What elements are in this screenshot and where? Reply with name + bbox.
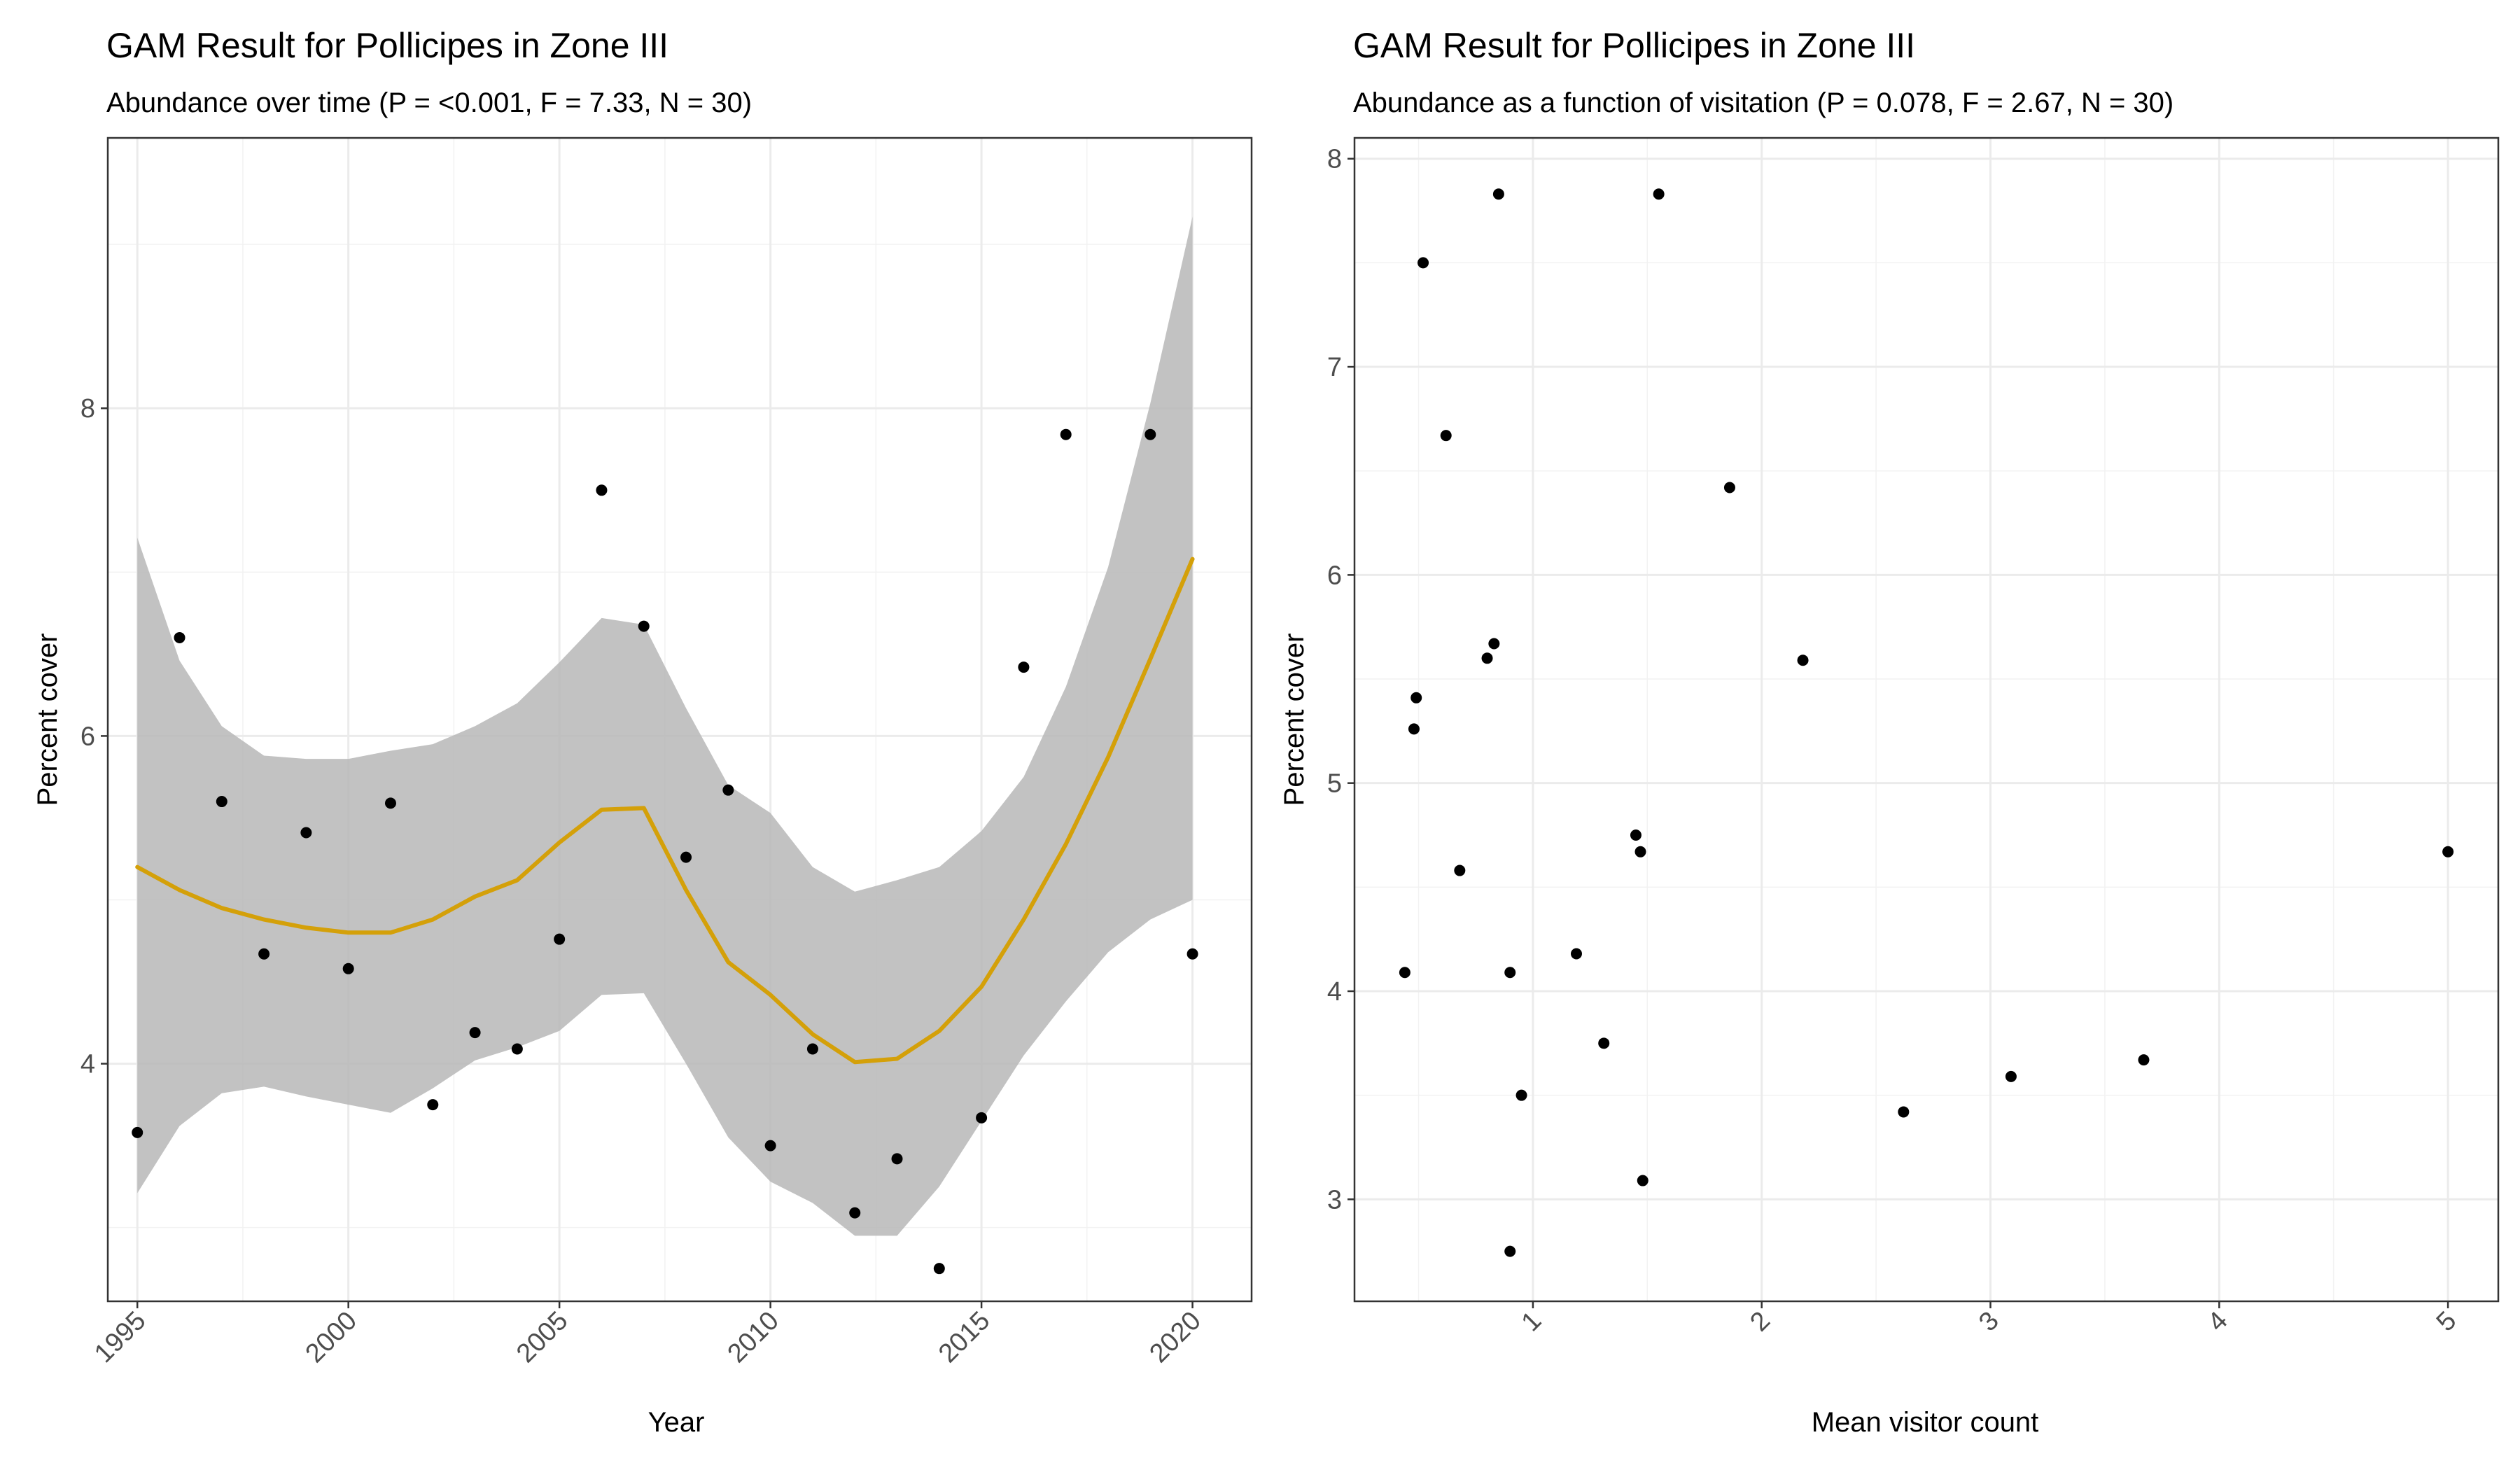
data-point — [2005, 1070, 2017, 1082]
plot-border — [1353, 136, 2500, 1303]
y-tick-label: 8 — [80, 394, 95, 424]
x-axis-title: Mean visitor count — [1812, 1407, 2039, 1438]
x-tick-label: 3 — [1973, 1306, 2005, 1338]
y-tick-label: 6 — [1327, 561, 1342, 590]
data-point — [1653, 188, 1665, 200]
chart-title: GAM Result for Pollicipes in Zone III — [1353, 26, 1915, 65]
data-point — [1504, 967, 1516, 979]
chart-title: GAM Result for Pollicipes in Zone III — [106, 26, 668, 65]
data-point — [384, 797, 396, 809]
data-point — [596, 484, 608, 496]
data-point — [1410, 692, 1422, 704]
data-point — [680, 851, 692, 863]
data-point — [554, 933, 566, 945]
data-point — [1186, 948, 1198, 960]
x-tick-label: 2005 — [511, 1306, 573, 1368]
data-point — [132, 1126, 144, 1138]
data-point — [1898, 1106, 1910, 1118]
data-point — [764, 1140, 776, 1152]
data-point — [469, 1027, 481, 1039]
x-tick-label: 2010 — [722, 1306, 785, 1368]
x-tick-label: 4 — [2202, 1306, 2234, 1338]
y-tick-label: 7 — [1327, 353, 1342, 382]
data-point — [1488, 638, 1500, 650]
data-point — [342, 962, 354, 974]
data-point — [2138, 1054, 2150, 1066]
x-axis-title: Year — [648, 1407, 705, 1438]
data-point — [1516, 1089, 1527, 1101]
data-point — [1504, 1245, 1516, 1257]
data-point — [1570, 948, 1582, 960]
data-point — [722, 784, 734, 796]
data-point — [1797, 654, 1809, 666]
x-tick-label: 1995 — [89, 1306, 151, 1368]
gam-smooth-line — [135, 556, 1195, 1065]
data-point — [933, 1263, 945, 1275]
data-point — [1492, 188, 1504, 200]
x-tick-label: 2015 — [933, 1306, 995, 1368]
data-point — [511, 1043, 523, 1055]
y-axis-title: Percent cover — [1279, 634, 1310, 806]
plot-border — [106, 136, 1253, 1303]
data-point — [1634, 846, 1646, 858]
data-point — [216, 796, 227, 808]
y-tick-label: 4 — [1327, 977, 1342, 1007]
data-point — [1637, 1175, 1648, 1186]
data-point — [638, 620, 650, 632]
data-point — [174, 631, 186, 643]
x-tick-label: 2000 — [300, 1306, 363, 1368]
x-tick-label: 2020 — [1144, 1306, 1206, 1368]
data-point — [976, 1112, 988, 1124]
data-point — [1408, 723, 1420, 735]
data-point — [849, 1207, 861, 1219]
x-tick-label: 1 — [1516, 1306, 1548, 1338]
data-point — [1144, 428, 1156, 440]
data-point — [1723, 482, 1735, 493]
data-point — [1454, 864, 1466, 876]
x-tick-label: 2 — [1744, 1306, 1776, 1338]
y-tick-label: 3 — [1327, 1185, 1342, 1214]
time-series-panel: GAM Result for Pollicipes in Zone III Ab… — [32, 26, 1253, 1438]
data-point — [1018, 662, 1030, 673]
grid-lines — [1354, 138, 2498, 1301]
data-points — [132, 428, 1198, 1275]
data-point — [1418, 257, 1429, 269]
chart-subtitle: Abundance over time (P = <0.001, F = 7.3… — [106, 88, 752, 118]
y-tick-label: 4 — [80, 1050, 95, 1079]
data-point — [1481, 652, 1493, 664]
data-point — [1440, 430, 1452, 442]
y-tick-label: 5 — [1327, 769, 1342, 799]
data-point — [300, 827, 312, 839]
confidence-band — [137, 216, 1193, 1236]
x-tick-label: 5 — [2431, 1306, 2463, 1338]
data-point — [1060, 428, 1072, 440]
visitation-panel: GAM Result for Pollicipes in Zone III Ab… — [1279, 26, 2500, 1438]
y-tick-label: 8 — [1327, 145, 1342, 174]
data-point — [806, 1043, 818, 1055]
data-point — [2442, 846, 2454, 858]
data-point — [1630, 830, 1642, 841]
plot-background — [1354, 138, 2498, 1301]
y-tick-label: 6 — [80, 722, 95, 751]
data-point — [1399, 967, 1410, 979]
data-point — [1598, 1037, 1610, 1049]
data-point — [258, 948, 270, 960]
data-points — [1399, 188, 2454, 1257]
y-axis-title: Percent cover — [32, 634, 63, 806]
data-point — [427, 1099, 439, 1111]
data-point — [891, 1153, 903, 1165]
chart-subtitle: Abundance as a function of visitation (P… — [1353, 88, 2174, 118]
